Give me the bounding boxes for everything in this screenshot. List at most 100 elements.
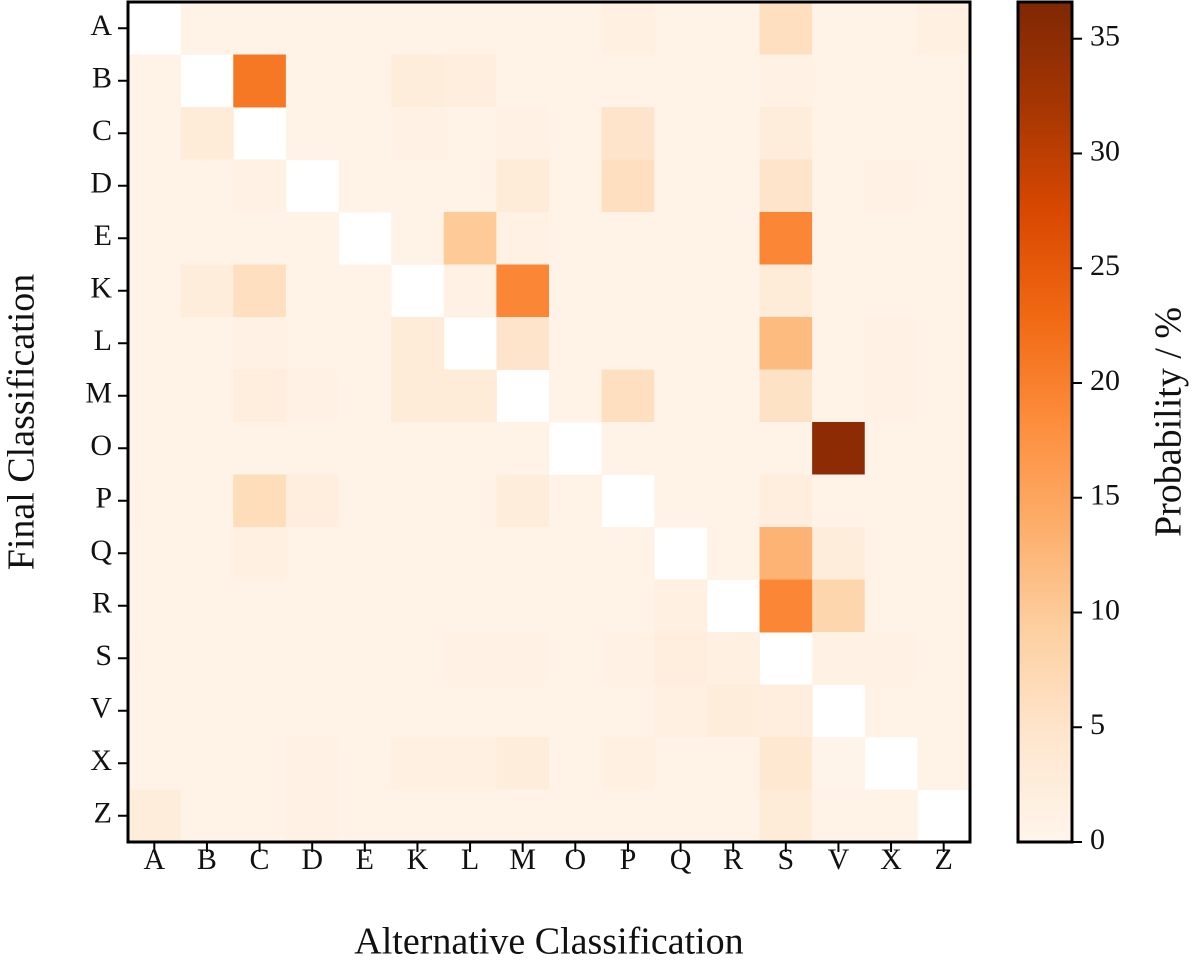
x-tick-label: B: [197, 843, 217, 876]
heatmap-cell: [917, 474, 971, 528]
heatmap-cell: [443, 212, 497, 265]
heatmap-cell: [549, 107, 603, 160]
heatmap-cell: [233, 684, 287, 738]
heatmap-cell: [443, 264, 497, 318]
heatmap-cell: [233, 632, 287, 685]
heatmap-cell: [128, 474, 182, 528]
heatmap-cell: [549, 579, 603, 633]
heatmap-cell: [917, 632, 971, 685]
heatmap-cell: [759, 737, 813, 790]
x-tick-label: V: [828, 843, 850, 876]
heatmap-cell: [233, 527, 287, 580]
heatmap-cell: [338, 2, 392, 55]
heatmap-cell: [917, 212, 971, 265]
heatmap-cell: [601, 369, 655, 423]
heatmap-cell: [180, 737, 234, 790]
colorbar-tick-label: 15: [1090, 479, 1120, 512]
heatmap-cell: [917, 54, 971, 108]
heatmap-cell: [338, 632, 392, 685]
heatmap-cell: [601, 2, 655, 55]
heatmap-cell: [338, 474, 392, 528]
heatmap-cell: [443, 737, 497, 790]
heatmap-cell: [549, 684, 603, 738]
heatmap-cell: [864, 159, 918, 213]
heatmap-cell: [128, 422, 182, 475]
heatmap-cell: [233, 369, 287, 423]
heatmap-cell: [285, 684, 339, 738]
heatmap-cell: [233, 317, 287, 370]
heatmap-cell: [706, 317, 760, 370]
heatmap-cell: [759, 212, 813, 265]
colorbar-tick-label: 5: [1090, 708, 1105, 741]
heatmap-cell: [549, 474, 603, 528]
heatmap-cell: [549, 159, 603, 213]
x-tick-label: M: [509, 843, 536, 876]
heatmap-cell: [601, 684, 655, 738]
x-tick-label: X: [880, 843, 902, 876]
x-tick-label: P: [620, 843, 637, 876]
heatmap-cell: [443, 369, 497, 423]
heatmap-cell: [443, 527, 497, 580]
heatmap-cell: [233, 54, 287, 108]
heatmap-cell: [443, 422, 497, 475]
heatmap-cell: [601, 632, 655, 685]
x-tick-label: Q: [670, 843, 692, 876]
heatmap-cell: [233, 789, 287, 843]
heatmap-cell: [391, 422, 445, 475]
heatmap-cell: [917, 2, 971, 55]
heatmap-cell: [496, 107, 550, 160]
heatmap-cell: [917, 264, 971, 318]
heatmap-cell: [496, 159, 550, 213]
heatmap-cell: [706, 474, 760, 528]
heatmap-cell: [759, 527, 813, 580]
heatmap-cell: [128, 632, 182, 685]
heatmap-cell: [759, 474, 813, 528]
heatmap-cell: [549, 527, 603, 580]
heatmap-cell: [496, 789, 550, 843]
heatmap-cell: [812, 107, 866, 160]
heatmap-cell: [864, 684, 918, 738]
heatmap-cell: [812, 317, 866, 370]
heatmap-cell: [654, 54, 708, 108]
heatmap-cell: [285, 737, 339, 790]
x-tick-label: A: [143, 843, 165, 876]
heatmap-cell: [759, 2, 813, 55]
heatmap-cell: [654, 579, 708, 633]
heatmap-cell: [338, 159, 392, 213]
heatmap-cell: [128, 789, 182, 843]
heatmap-cell: [180, 2, 234, 55]
heatmap-cell: [128, 527, 182, 580]
y-tick-label: E: [94, 219, 112, 252]
heatmap-cell: [128, 317, 182, 370]
heatmap-cell: [654, 422, 708, 475]
heatmap-cell: [812, 527, 866, 580]
heatmap-cell: [180, 264, 234, 318]
colorbar-tick-label: 35: [1090, 20, 1120, 53]
heatmap-cell: [864, 264, 918, 318]
heatmap-cell: [128, 737, 182, 790]
heatmap-cell: [917, 684, 971, 738]
heatmap-cell: [496, 317, 550, 370]
heatmap-cell: [812, 789, 866, 843]
x-axis-title: Alternative Classification: [354, 921, 743, 963]
heatmap-cell: [443, 107, 497, 160]
heatmap-cell: [759, 369, 813, 423]
heatmap-cell: [917, 579, 971, 633]
heatmap-cell: [601, 422, 655, 475]
heatmap-cell: [864, 632, 918, 685]
heatmap-cell: [759, 579, 813, 633]
heatmap-cell: [128, 54, 182, 108]
heatmap-cell: [391, 369, 445, 423]
colorbar-tick-label: 30: [1090, 134, 1120, 167]
heatmap-cell: [864, 422, 918, 475]
heatmap-cell: [917, 107, 971, 160]
heatmap-cell: [759, 422, 813, 475]
x-tick-label: C: [250, 843, 270, 876]
heatmap-cell: [864, 54, 918, 108]
heatmap-cell: [233, 474, 287, 528]
heatmap-cell: [601, 159, 655, 213]
heatmap-cell: [338, 317, 392, 370]
y-tick-label: C: [92, 114, 112, 147]
heatmap-cell: [864, 579, 918, 633]
